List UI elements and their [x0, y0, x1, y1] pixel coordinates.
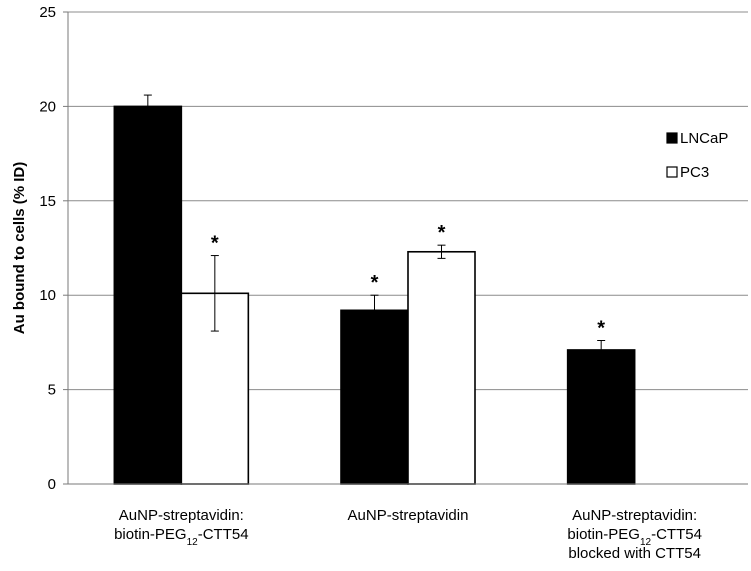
x-category-label: blocked with CTT54 — [568, 545, 701, 562]
y-tick-label: 20 — [39, 98, 56, 115]
error-bar — [597, 340, 606, 360]
x-category-label: biotin-PEG12-CTT54 — [567, 526, 702, 548]
legend-label: PC3 — [680, 164, 709, 181]
y-tick-label: 5 — [48, 382, 56, 399]
legend-swatch — [666, 132, 678, 144]
x-category-label: biotin-PEG12-CTT54 — [114, 526, 249, 548]
label-part: -CTT54 — [198, 526, 249, 543]
significance-marker: * — [211, 233, 219, 255]
legend-label: LNCaP — [680, 130, 728, 147]
label-subscript: 12 — [187, 537, 199, 548]
legend-swatch — [666, 166, 678, 178]
bar-pc3 — [407, 250, 476, 485]
significance-marker: * — [371, 272, 379, 294]
x-category-label: AuNP-streptavidin: — [119, 507, 244, 524]
x-category-label: AuNP-streptavidin — [348, 507, 469, 524]
labels: 0 5 10 15 20 25 Au bound to cells (% ID) * AuNP-… — [11, 4, 702, 562]
label-part: biotin-PEG — [114, 526, 187, 543]
x-category-label: AuNP-streptavidin: — [572, 507, 697, 524]
y-tick-label: 25 — [39, 4, 56, 21]
y-tick-label: 0 — [48, 476, 56, 493]
legend: LNCaP PC3 — [666, 130, 728, 181]
legend-item-lncap: LNCaP — [666, 130, 728, 147]
significance-marker: * — [597, 318, 605, 340]
error-bar — [370, 294, 379, 326]
legend-item-pc3: PC3 — [666, 164, 709, 181]
y-axis-label: Au bound to cells (% ID) — [11, 162, 28, 335]
bar-lncap — [340, 309, 409, 485]
error-bar — [210, 255, 219, 332]
y-tick-label: 10 — [39, 287, 56, 304]
label-part: biotin-PEG — [567, 526, 640, 543]
bars — [113, 94, 636, 485]
axes — [63, 11, 748, 485]
label-subscript: 12 — [640, 537, 652, 548]
bar-lncap — [113, 105, 183, 485]
bar-lncap — [566, 349, 636, 485]
error-bar — [437, 244, 446, 259]
significance-marker: * — [438, 222, 446, 244]
y-tick-label: 15 — [39, 193, 56, 210]
error-bar — [143, 94, 152, 119]
label-part: -CTT54 — [651, 526, 702, 543]
